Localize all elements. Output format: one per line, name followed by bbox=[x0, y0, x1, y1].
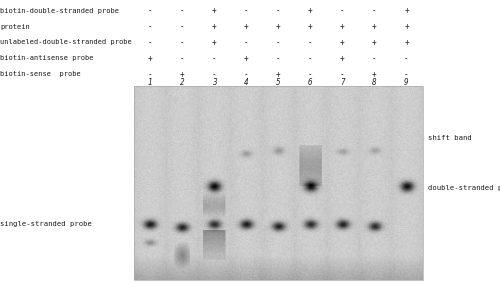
Text: shift band: shift band bbox=[428, 136, 472, 142]
Text: -: - bbox=[244, 38, 248, 47]
Text: +: + bbox=[148, 54, 152, 63]
Text: -: - bbox=[180, 6, 184, 15]
Text: +: + bbox=[340, 38, 344, 47]
Text: biotin-sense  probe: biotin-sense probe bbox=[0, 71, 81, 77]
Text: +: + bbox=[308, 6, 312, 15]
Text: +: + bbox=[276, 22, 280, 31]
Text: -: - bbox=[148, 6, 152, 15]
Text: -: - bbox=[308, 54, 312, 63]
Text: 6: 6 bbox=[308, 78, 312, 87]
Text: -: - bbox=[308, 70, 312, 79]
Text: +: + bbox=[212, 22, 216, 31]
Text: +: + bbox=[404, 38, 409, 47]
Text: -: - bbox=[404, 54, 409, 63]
Text: +: + bbox=[308, 22, 312, 31]
Text: -: - bbox=[372, 6, 376, 15]
Text: +: + bbox=[276, 70, 280, 79]
Text: -: - bbox=[340, 70, 344, 79]
Text: +: + bbox=[404, 22, 409, 31]
Text: 5: 5 bbox=[276, 78, 280, 87]
Text: biotin-double-stranded probe: biotin-double-stranded probe bbox=[0, 8, 119, 14]
Text: single-stranded probe: single-stranded probe bbox=[0, 221, 92, 227]
Text: 9: 9 bbox=[404, 78, 409, 87]
Text: 7: 7 bbox=[340, 78, 344, 87]
Text: -: - bbox=[212, 70, 216, 79]
Text: -: - bbox=[404, 70, 409, 79]
Text: 3: 3 bbox=[212, 78, 216, 87]
Text: -: - bbox=[180, 54, 184, 63]
Text: -: - bbox=[308, 38, 312, 47]
Text: +: + bbox=[340, 22, 344, 31]
Text: -: - bbox=[148, 70, 152, 79]
Text: +: + bbox=[244, 54, 248, 63]
Text: +: + bbox=[212, 38, 216, 47]
Text: 1: 1 bbox=[148, 78, 152, 87]
Text: -: - bbox=[372, 54, 376, 63]
Text: +: + bbox=[340, 54, 344, 63]
Bar bbox=[134, 86, 422, 280]
Text: +: + bbox=[180, 70, 184, 79]
Text: double-stranded probe: double-stranded probe bbox=[428, 185, 500, 191]
Text: -: - bbox=[212, 54, 216, 63]
Text: +: + bbox=[212, 6, 216, 15]
Text: +: + bbox=[372, 70, 376, 79]
Text: 4: 4 bbox=[244, 78, 248, 87]
Text: -: - bbox=[244, 6, 248, 15]
Text: -: - bbox=[276, 38, 280, 47]
Text: unlabeled-double-stranded probe: unlabeled-double-stranded probe bbox=[0, 39, 132, 46]
Text: +: + bbox=[372, 22, 376, 31]
Text: 8: 8 bbox=[372, 78, 376, 87]
Text: -: - bbox=[276, 54, 280, 63]
Text: -: - bbox=[180, 22, 184, 31]
Text: +: + bbox=[404, 6, 409, 15]
Text: biotin-antisense probe: biotin-antisense probe bbox=[0, 55, 94, 61]
Text: -: - bbox=[276, 6, 280, 15]
Text: -: - bbox=[340, 6, 344, 15]
Text: protein: protein bbox=[0, 23, 30, 30]
Text: -: - bbox=[148, 38, 152, 47]
Text: +: + bbox=[244, 22, 248, 31]
Text: -: - bbox=[244, 70, 248, 79]
Text: -: - bbox=[180, 38, 184, 47]
Text: +: + bbox=[372, 38, 376, 47]
Text: 2: 2 bbox=[180, 78, 184, 87]
Text: -: - bbox=[148, 22, 152, 31]
